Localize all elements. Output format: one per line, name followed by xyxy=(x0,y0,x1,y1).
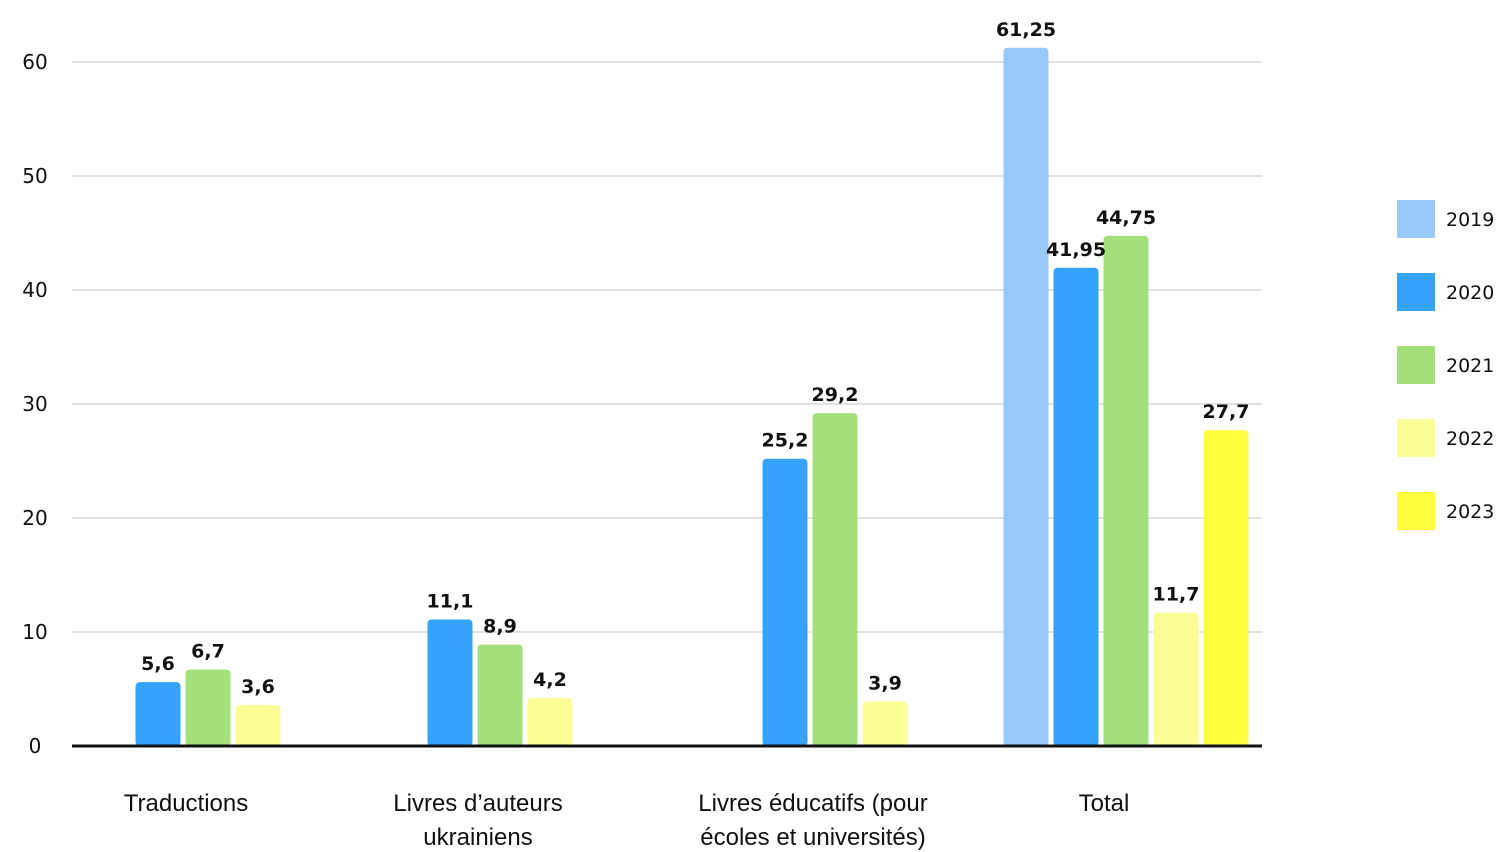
bar-2023 xyxy=(1203,430,1249,746)
bar-2021 xyxy=(185,669,231,746)
y-tick-label: 60 xyxy=(22,50,47,74)
category-labels: Traductions Livres d’auteurs ukrainiens Liv… xyxy=(124,790,1130,851)
data-label: 4,2 xyxy=(533,669,567,691)
data-label: 11,1 xyxy=(427,590,474,612)
legend: 2019 2020 2021 2022 2023 xyxy=(1397,200,1494,530)
bar-2021 xyxy=(812,413,858,746)
data-label: 25,2 xyxy=(762,430,809,452)
data-label: 27,7 xyxy=(1203,401,1250,423)
data-label: 44,75 xyxy=(1096,207,1156,229)
data-label: 8,9 xyxy=(483,616,517,638)
x-category-label: Livres d’auteurs ukrainiens xyxy=(393,790,562,851)
data-label: 3,6 xyxy=(241,676,275,698)
data-label: 5,6 xyxy=(141,653,175,675)
bar-2019 xyxy=(1003,47,1049,746)
data-label: 11,7 xyxy=(1153,584,1200,606)
legend-label: 2021 xyxy=(1446,355,1494,377)
data-label: 41,95 xyxy=(1046,239,1106,261)
y-tick-label: 30 xyxy=(22,392,47,416)
bar-2022 xyxy=(1153,612,1199,746)
legend-swatch-2022 xyxy=(1397,419,1435,457)
bar-2022 xyxy=(235,704,281,746)
bar-2022 xyxy=(527,698,573,746)
y-tick-label: 0 xyxy=(29,734,42,758)
x-category-label: Livres éducatifs (pour écoles et universi… xyxy=(698,790,927,851)
y-tick-label: 50 xyxy=(22,164,47,188)
bar-2020 xyxy=(1053,267,1099,746)
legend-label: 2019 xyxy=(1446,209,1494,231)
data-label: 61,25 xyxy=(996,19,1056,41)
bar-2022 xyxy=(862,701,908,746)
legend-label: 2022 xyxy=(1446,428,1494,450)
y-axis-ticks: 0 10 20 30 40 50 60 xyxy=(22,50,47,758)
bar-2020 xyxy=(762,458,808,746)
data-label: 29,2 xyxy=(812,384,859,406)
legend-swatch-2019 xyxy=(1397,200,1435,238)
y-tick-label: 40 xyxy=(22,278,47,302)
y-tick-label: 20 xyxy=(22,506,47,530)
bars xyxy=(135,47,1249,746)
y-tick-label: 10 xyxy=(22,620,47,644)
legend-swatch-2021 xyxy=(1397,346,1435,384)
data-label: 6,7 xyxy=(191,641,225,663)
x-category-label: Total xyxy=(1079,790,1130,817)
bar-2021 xyxy=(1103,235,1149,746)
legend-swatch-2023 xyxy=(1397,492,1435,530)
legend-label: 2023 xyxy=(1446,501,1494,523)
data-label: 3,9 xyxy=(868,673,902,695)
legend-swatch-2020 xyxy=(1397,273,1435,311)
bar-2020 xyxy=(427,619,473,746)
bar-2021 xyxy=(477,644,523,746)
legend-label: 2020 xyxy=(1446,282,1494,304)
x-category-label: Traductions xyxy=(124,790,249,817)
data-labels: 5,6 6,7 3,6 11,1 8,9 4,2 25,2 29,2 3,9 61,25 41,95… xyxy=(141,19,1249,698)
bar-2020 xyxy=(135,682,181,746)
